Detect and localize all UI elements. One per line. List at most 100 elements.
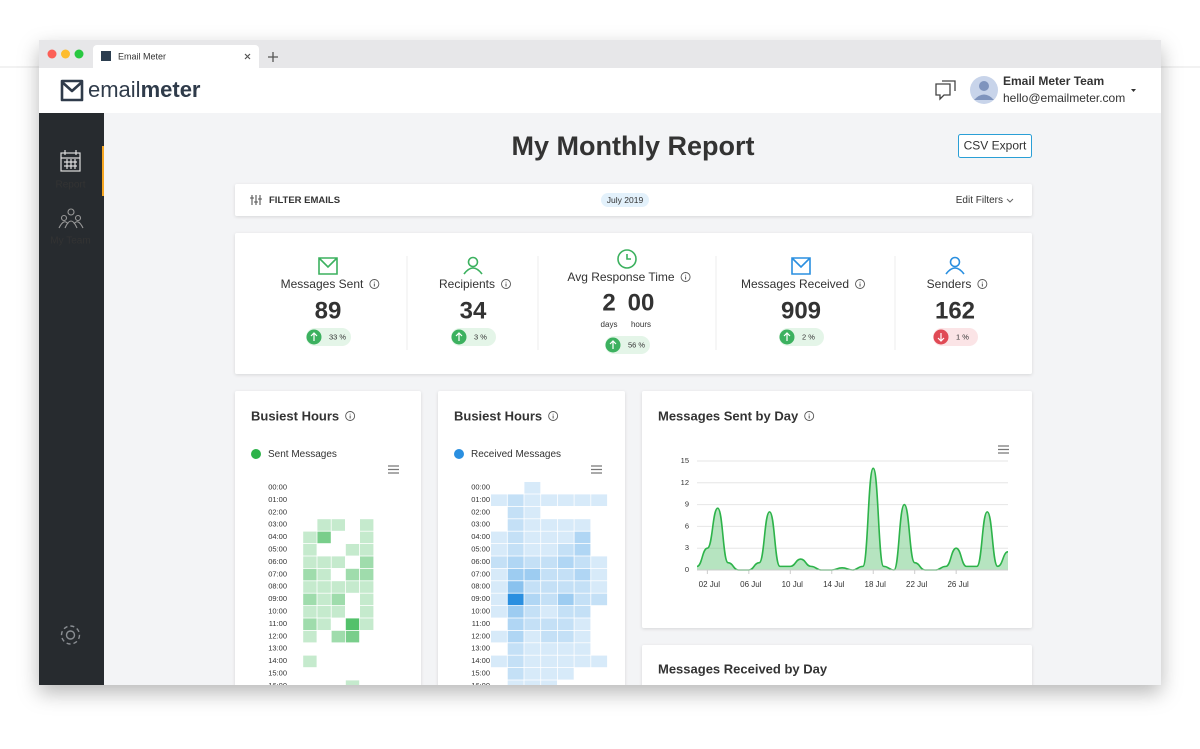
heatmap-cell <box>575 482 591 494</box>
heatmap-cell <box>332 507 345 519</box>
hour-label: 07:00 <box>268 569 287 578</box>
heatmap-cell <box>507 506 524 519</box>
heatmap-cell <box>491 581 507 593</box>
heatmap-cell <box>317 544 330 556</box>
active-tab[interactable] <box>93 45 259 68</box>
feedback-icon[interactable] <box>935 80 956 101</box>
heatmap-cell <box>491 618 507 630</box>
heatmap-cell <box>360 568 374 581</box>
heatmap-cell <box>591 655 608 668</box>
heatmap-cell <box>345 581 360 593</box>
filter-label[interactable]: FILTER EMAILS <box>269 195 340 206</box>
kpi-value: 162 <box>935 297 975 324</box>
new-tab[interactable] <box>268 52 278 62</box>
edit-caret <box>1006 198 1014 203</box>
person-icon <box>945 256 965 275</box>
heatmap-cell <box>332 532 345 544</box>
legend-dot <box>454 449 464 459</box>
heatmap-title: Busiest Hours <box>454 408 542 423</box>
heatmap-cell <box>491 482 507 494</box>
close-dot[interactable] <box>47 49 57 59</box>
hour-label: 02:00 <box>268 507 287 516</box>
nav-report[interactable]: Report <box>55 180 85 191</box>
hour-label: 15:00 <box>268 668 287 677</box>
heatmap-cell <box>591 519 607 531</box>
heatmap-cell <box>346 643 359 655</box>
heatmap-cell <box>346 594 359 606</box>
info-icon <box>977 279 988 289</box>
heatmap-cell <box>491 507 507 519</box>
heatmap-cell <box>346 532 359 544</box>
heatmap-cell <box>574 606 591 618</box>
settings-icon[interactable] <box>60 625 81 645</box>
heatmap-cell <box>345 630 360 643</box>
csv-button[interactable] <box>958 134 1032 158</box>
change-arrow <box>783 332 791 341</box>
heatmap-cell <box>491 531 507 544</box>
kpi-hours: 00 <box>628 289 655 316</box>
active-indicator <box>102 146 105 196</box>
heatmap-cell <box>524 606 541 618</box>
heatmap-cell <box>303 531 317 544</box>
logo-mark <box>60 79 84 102</box>
hour-label: 16:00 <box>471 681 490 690</box>
logo: emailmeter <box>88 77 201 102</box>
heatmap-cell <box>332 569 345 581</box>
heatmap-cell <box>374 618 387 630</box>
heatmap-cell <box>541 680 557 685</box>
heatmap-cell <box>289 532 302 544</box>
heatmap-cell <box>557 544 574 556</box>
heatmap-cell <box>491 544 507 556</box>
heatmap-cell <box>574 568 591 581</box>
heatmap-cell <box>360 656 373 668</box>
nav-team[interactable]: My Team <box>50 236 90 247</box>
heatmap-cell <box>331 606 345 618</box>
heatmap-cell <box>541 494 557 506</box>
heatmap-cell <box>541 531 557 544</box>
heatmap-cell <box>524 519 541 531</box>
heatmap-cell <box>374 594 387 606</box>
chart-menu <box>388 465 399 474</box>
heatmap-cell <box>591 507 607 519</box>
heatmap-cell <box>289 556 302 568</box>
change-label: 56 % <box>628 340 645 349</box>
kpi-label: Messages Received <box>741 277 849 291</box>
heatmap-cell <box>317 643 330 655</box>
zoom-dot[interactable] <box>74 49 84 59</box>
heatmap-cell <box>524 680 541 685</box>
heatmap-cell <box>574 531 591 544</box>
heatmap-cell <box>541 606 557 618</box>
y-tick-label: 3 <box>685 543 689 552</box>
tab-close[interactable] <box>244 53 251 60</box>
hour-label: 09:00 <box>268 594 287 603</box>
user-menu-caret[interactable] <box>1131 89 1136 92</box>
heatmap-cell <box>289 631 302 643</box>
heatmap-cell <box>491 630 507 643</box>
legend-dot <box>251 449 261 459</box>
heatmap-cell <box>331 519 345 531</box>
heatmap-cell <box>317 618 331 630</box>
heatmap-cell <box>574 544 591 556</box>
heatmap-cell <box>557 568 574 581</box>
kpi-label: Senders <box>927 277 972 291</box>
team-icon <box>58 208 84 229</box>
envelope-icon <box>791 257 811 275</box>
heatmap-cell <box>591 482 607 494</box>
heatmap-cell <box>374 507 387 519</box>
heatmap-cell <box>541 655 557 668</box>
heatmap-cell <box>558 482 574 494</box>
envelope-icon <box>318 257 338 275</box>
hour-label: 15:00 <box>471 668 490 677</box>
heatmap-cell <box>360 531 374 544</box>
period-pill <box>601 193 649 207</box>
heatmap-cell <box>332 494 345 506</box>
edit-filters[interactable]: Edit Filters <box>956 195 1003 206</box>
heatmap-cell <box>507 630 524 643</box>
change-label: 3 % <box>474 332 487 341</box>
heatmap-cell <box>289 594 302 606</box>
minimize-dot[interactable] <box>61 49 70 59</box>
heatmap-cell <box>374 569 387 581</box>
heatmap-cell <box>541 643 557 655</box>
heatmap-card <box>438 391 625 685</box>
